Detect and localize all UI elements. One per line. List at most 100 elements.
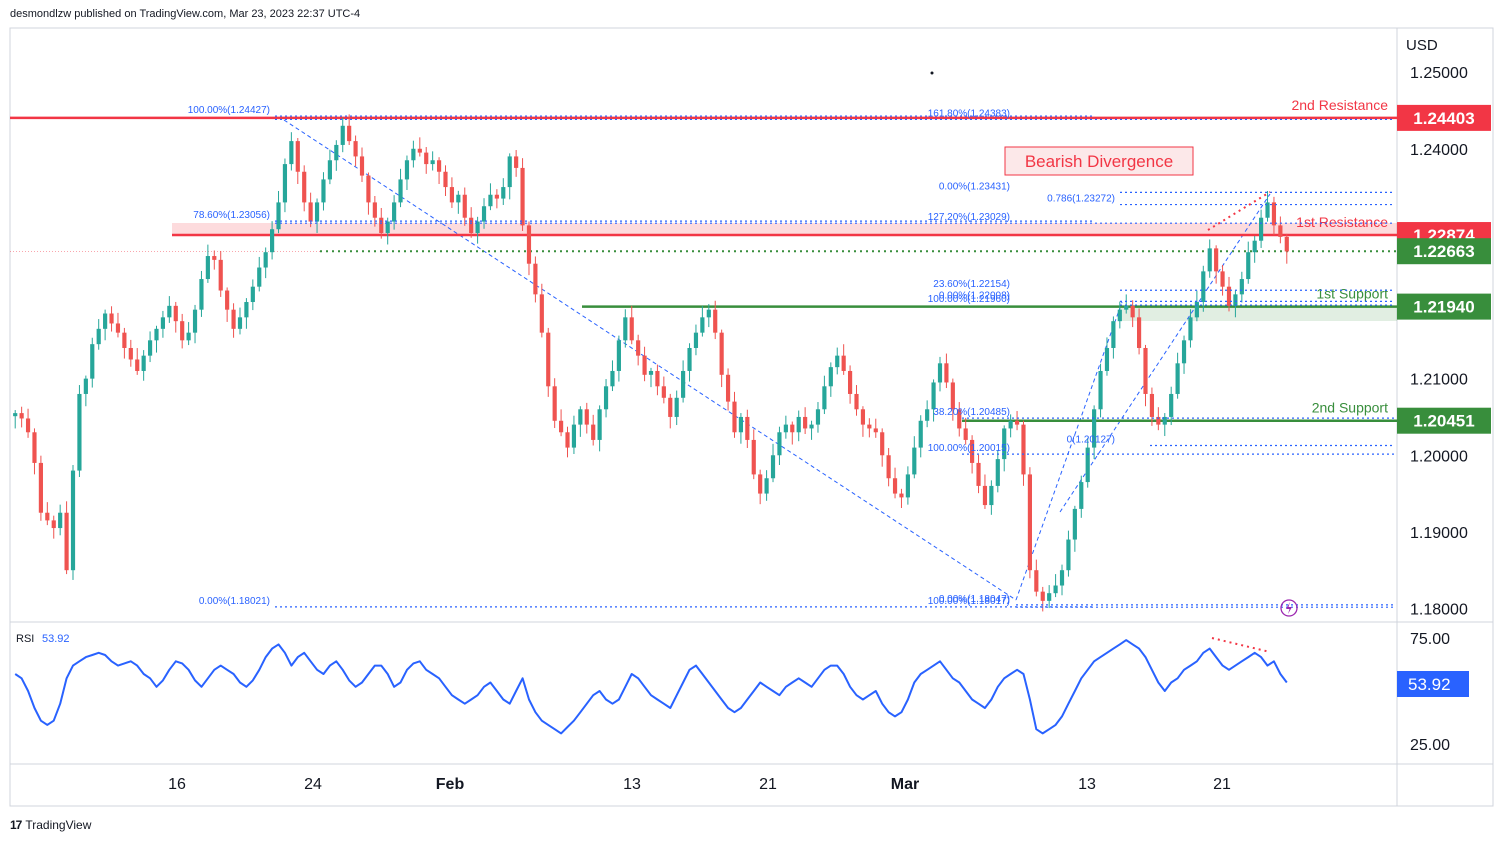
candle-body	[886, 455, 891, 479]
candle-body	[109, 313, 114, 324]
candle-body	[899, 493, 904, 498]
candle-body	[147, 340, 153, 356]
axes: 1.25000 1.24000 1.21000 1.20000 1.19000 1.180…	[168, 65, 1468, 793]
candle-body	[1130, 305, 1135, 318]
price-tick-5: 1.18000	[1410, 602, 1468, 619]
alert-icon[interactable]	[1280, 599, 1298, 617]
candle-body	[648, 370, 654, 375]
candle-body	[970, 439, 975, 463]
fib-label-7: 23.60%(1.22154)	[933, 279, 1010, 290]
candle-body	[546, 332, 551, 387]
candle-body	[1034, 570, 1039, 592]
candle-body	[1104, 347, 1110, 371]
candle-body	[1111, 321, 1116, 348]
level-price-text-3: 1.21940	[1413, 298, 1474, 317]
candle-body	[51, 520, 56, 529]
candle-body	[1239, 279, 1244, 295]
candle-body	[976, 462, 981, 486]
uptrend-fib-line-2	[1059, 193, 1271, 513]
candle-body	[70, 470, 76, 571]
candle-body	[430, 160, 435, 165]
candle-body	[295, 141, 300, 172]
candle-body	[1220, 271, 1225, 287]
candle-body	[90, 344, 95, 379]
candle-body	[989, 485, 994, 506]
candle-body	[237, 317, 243, 329]
candle-body	[950, 382, 955, 410]
candle-body	[192, 309, 198, 333]
candle-body	[115, 323, 121, 333]
publisher-info: desmondlzw published on TradingView.com,…	[10, 8, 361, 20]
candle-body	[25, 418, 31, 433]
candle-body	[616, 340, 621, 371]
candle-body	[770, 455, 776, 479]
time-tick-2: Feb	[436, 776, 465, 793]
candle-body	[507, 156, 512, 188]
candle-body	[212, 256, 217, 260]
price-tick-2: 1.21000	[1410, 372, 1468, 389]
candle-body	[205, 256, 210, 280]
candle-body	[700, 317, 705, 333]
candle-body	[64, 512, 69, 571]
time-tick-3: 13	[623, 776, 641, 793]
candle-body	[250, 286, 255, 303]
candle-body	[1278, 225, 1283, 237]
candle-body	[822, 386, 827, 410]
rsi-tick-0: 75.00	[1410, 631, 1450, 648]
candle-body	[796, 416, 801, 433]
rsi-value-text: 53.92	[42, 633, 70, 645]
price-tick-1: 1.24000	[1410, 142, 1468, 159]
fib-label-10: 38.20%(1.20485)	[933, 407, 1010, 418]
footer-brand[interactable]: 17 TradingView	[10, 818, 91, 832]
time-tick-6: 13	[1078, 776, 1096, 793]
divergence-label-box	[1004, 146, 1194, 176]
candle-body	[732, 401, 737, 433]
svg-text:53.92: 53.92	[1408, 675, 1451, 694]
candle-body	[860, 409, 866, 425]
level-label-4: 2nd Support	[1312, 400, 1388, 416]
candle-body	[1246, 252, 1251, 280]
candle-body	[19, 413, 24, 419]
candle-body	[231, 309, 236, 329]
candle-body	[892, 478, 898, 494]
candle-body	[1252, 240, 1257, 253]
candle-body	[456, 194, 461, 203]
candle-body	[314, 202, 320, 222]
level-price-text-0: 1.24403	[1413, 109, 1474, 128]
candle-body	[135, 359, 140, 371]
candle-body	[944, 363, 949, 383]
candle-body	[327, 160, 332, 180]
candle-body	[1027, 474, 1032, 571]
candle-body	[1066, 539, 1071, 571]
fib-levels: 100.00%(1.24427) 78.60%(1.23056) 0.00%(1.1…	[188, 105, 1395, 608]
candle-body	[1271, 202, 1277, 226]
time-tick-7: 21	[1213, 776, 1231, 793]
candle-body	[963, 428, 968, 440]
candle-body	[591, 424, 596, 440]
candle-body	[1008, 420, 1013, 429]
candle-body	[308, 202, 313, 222]
level-price-badge-2	[1397, 238, 1491, 265]
fib-label-5: 0.786(1.23272)	[1047, 194, 1115, 205]
fib-label-13: 0.00%(1.18047)	[939, 594, 1010, 605]
candle-body	[347, 125, 352, 142]
candle-body	[38, 462, 43, 513]
candle-body	[803, 416, 808, 429]
candle-body	[738, 416, 743, 433]
candle-body	[982, 485, 988, 506]
candle-body	[815, 409, 821, 425]
candle-body	[141, 355, 146, 371]
candle-body	[411, 148, 416, 161]
fib-label-11: 0(1.20127)	[1067, 435, 1115, 446]
candle-body	[77, 393, 82, 471]
candle-body	[623, 317, 628, 341]
candle-body	[559, 420, 564, 433]
tradingview-logo-icon: 17	[10, 818, 22, 832]
candle-body	[340, 125, 345, 145]
candle-body	[270, 229, 275, 253]
candle-body	[1002, 428, 1007, 460]
candle-body	[931, 382, 936, 410]
time-tick-1: 24	[304, 776, 322, 793]
candle-body	[1265, 202, 1270, 218]
